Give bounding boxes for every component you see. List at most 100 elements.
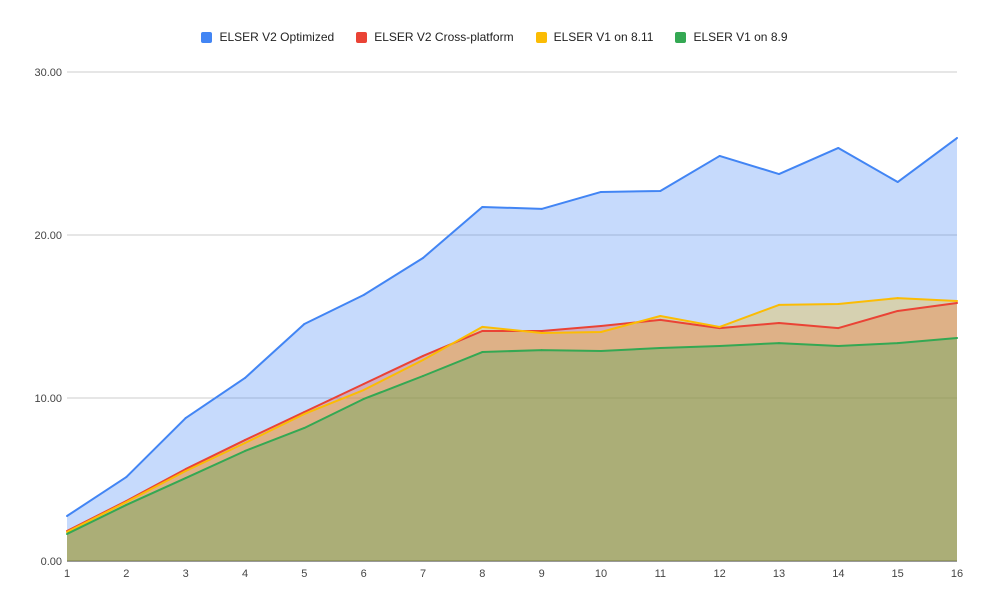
data-point [540, 207, 543, 210]
series-line [66, 297, 958, 533]
data-point [244, 449, 246, 452]
data-point [481, 351, 484, 354]
x-tick-label: 8 [479, 568, 485, 580]
data-point [837, 327, 840, 330]
series-line [66, 337, 958, 535]
data-point [481, 325, 484, 328]
data-point [837, 345, 840, 348]
x-tick-label: 16 [951, 568, 963, 580]
data-point [718, 345, 721, 348]
area-fill [67, 338, 957, 561]
x-tick-label: 15 [892, 568, 904, 580]
data-point [481, 330, 484, 333]
legend-item[interactable]: ELSER V1 on 8.9 [675, 30, 788, 44]
legend-item[interactable]: ELSER V2 Cross-platform [356, 30, 514, 44]
data-point [303, 322, 306, 325]
data-point [659, 318, 662, 321]
x-tick-label: 3 [183, 568, 189, 580]
data-point [540, 330, 543, 333]
data-point [540, 331, 543, 334]
data-point [184, 470, 187, 473]
data-point [66, 532, 68, 535]
data-point [125, 476, 128, 479]
data-point [956, 301, 958, 304]
data-point [778, 173, 780, 176]
data-point [422, 374, 424, 377]
data-point [540, 349, 543, 352]
series-line [66, 137, 958, 517]
data-point [956, 337, 958, 340]
data-point [422, 354, 424, 357]
y-tick-label: 20.00 [34, 230, 62, 242]
data-point [362, 293, 365, 296]
data-point [956, 300, 958, 303]
data-point [481, 205, 484, 208]
legend-label: ELSER V2 Cross-platform [374, 30, 514, 44]
data-point [303, 412, 306, 415]
legend-swatch [201, 31, 213, 43]
x-tick-label: 7 [420, 568, 426, 580]
x-tick-label: 10 [595, 568, 607, 580]
data-point [659, 346, 662, 349]
data-point [600, 350, 602, 353]
data-point [659, 315, 662, 318]
x-tick-label: 4 [242, 568, 248, 580]
data-point [422, 256, 424, 259]
area-fill [67, 302, 957, 561]
legend-item[interactable]: ELSER V2 Optimized [201, 30, 334, 44]
data-point [244, 439, 246, 442]
data-point [66, 530, 68, 533]
data-point [896, 342, 899, 345]
data-point [718, 154, 721, 157]
data-point [659, 189, 662, 192]
data-point [125, 503, 128, 506]
data-point [600, 190, 602, 193]
y-tick-label: 30.00 [34, 67, 62, 79]
data-point [718, 325, 721, 328]
area-fill [67, 138, 957, 561]
data-point [244, 441, 246, 444]
data-point [303, 426, 306, 429]
x-tick-label: 13 [773, 568, 785, 580]
data-point [778, 342, 780, 345]
data-point [362, 382, 365, 385]
data-point [303, 411, 306, 414]
y-tick-label: 10.00 [34, 393, 62, 405]
legend-swatch [675, 31, 687, 43]
data-point [837, 302, 840, 305]
x-tick-label: 5 [301, 568, 307, 580]
legend-label: ELSER V2 Optimized [219, 30, 335, 44]
data-point [896, 181, 899, 184]
data-point [837, 146, 840, 149]
data-point [362, 397, 365, 400]
data-point [66, 515, 68, 518]
x-tick-label: 2 [123, 568, 129, 580]
legend: ELSER V2 Optimized ELSER V2 Cross-platfor… [0, 30, 989, 44]
data-point [244, 376, 246, 379]
y-tick-label: 0.00 [41, 556, 62, 568]
legend-swatch [356, 31, 368, 43]
data-point [600, 324, 602, 327]
x-tick-label: 12 [714, 568, 726, 580]
x-tick-label: 11 [655, 568, 666, 580]
x-tick-label: 1 [64, 568, 70, 580]
area-fill [67, 298, 957, 561]
x-tick-label: 6 [361, 568, 367, 580]
legend-label: ELSER V1 on 8.11 [553, 30, 654, 44]
legend-item[interactable]: ELSER V1 on 8.11 [535, 30, 654, 44]
series-line [66, 301, 958, 532]
data-point [184, 468, 187, 471]
data-point [184, 477, 187, 480]
data-point [422, 359, 424, 362]
data-point [125, 500, 128, 503]
data-point [184, 417, 187, 420]
data-point [896, 297, 899, 300]
data-point [362, 389, 365, 392]
data-point [778, 322, 780, 325]
x-tick-label: 9 [539, 568, 545, 580]
legend-label: ELSER V1 on 8.9 [693, 30, 788, 44]
data-point [956, 137, 958, 140]
data-point [896, 309, 899, 312]
data-point [778, 303, 780, 306]
